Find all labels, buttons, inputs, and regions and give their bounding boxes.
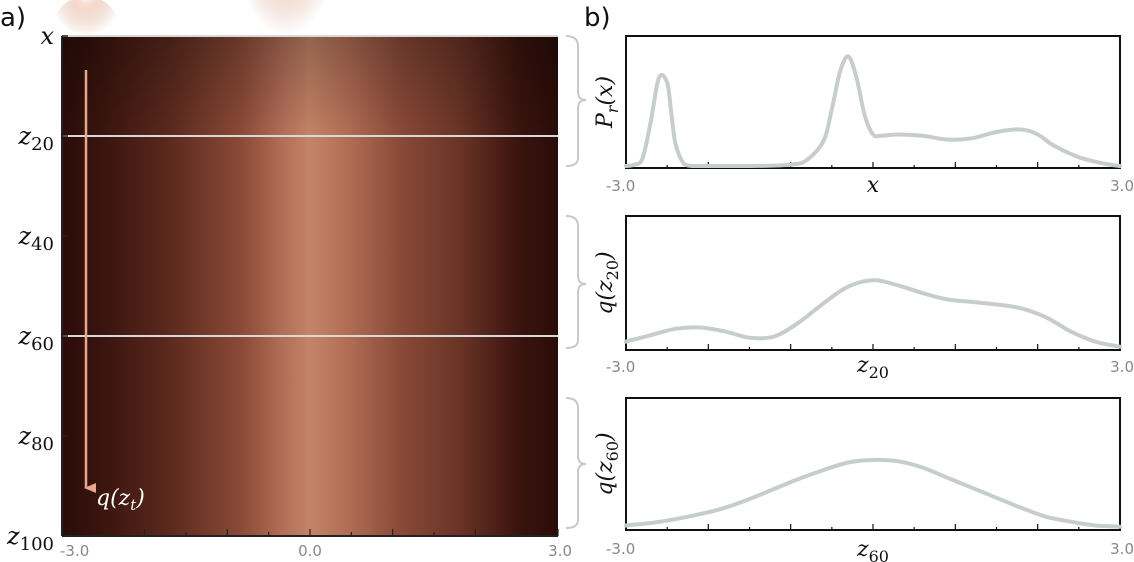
line-panel-1: -3.0 3.0 x Pr(x) bbox=[593, 35, 1134, 198]
line-panel-x-tick-label: 3.0 bbox=[1110, 540, 1134, 558]
line-panel-x-label: x bbox=[867, 173, 880, 198]
heatmap-x-ticks: -3.0 0.0 3.0 bbox=[60, 529, 572, 560]
line-panel-x-tick-label: 3.0 bbox=[1110, 177, 1134, 195]
heatmap-x-tick-label: 3.0 bbox=[548, 542, 572, 560]
bracket-top bbox=[565, 35, 587, 167]
heatmap: q(zt) x z20 z40 z60 z80 z100 -3.0 0.0 3.0 bbox=[6, 0, 572, 560]
brackets bbox=[565, 35, 587, 529]
bracket-bottom bbox=[565, 397, 587, 529]
panel-label-a: a) bbox=[0, 3, 26, 33]
heatmap-row-label: z60 bbox=[17, 322, 54, 355]
heatmap-row-label: z100 bbox=[6, 522, 54, 555]
line-panel-y-label: q(z20) bbox=[593, 251, 622, 314]
heatmap-x-tick-label: -3.0 bbox=[60, 542, 89, 560]
line-panel-frame bbox=[625, 215, 1121, 351]
line-panel-x-tick-label: -3.0 bbox=[606, 177, 635, 195]
heatmap-row-label: z80 bbox=[17, 422, 54, 455]
line-panel-x-label: z60 bbox=[856, 537, 889, 562]
heatmap-peak-glow-center bbox=[236, 0, 336, 126]
heatmap-x-tick-label: 0.0 bbox=[298, 542, 322, 560]
heatmap-peak-glow-left bbox=[50, 0, 122, 76]
line-panel-3: -3.0 3.0 z60 q(z60) bbox=[593, 397, 1134, 562]
heatmap-row-label: z40 bbox=[17, 222, 54, 255]
heatmap-row-label: x bbox=[40, 22, 54, 50]
line-series-1 bbox=[624, 54, 1122, 168]
bracket-middle bbox=[565, 215, 587, 349]
line-panel-frame bbox=[625, 35, 1121, 169]
heatmap-row-labels: x z20 z40 z60 z80 z100 bbox=[6, 22, 68, 555]
line-panel-x-tick-label: -3.0 bbox=[606, 358, 635, 376]
line-panel-x-label: z20 bbox=[856, 353, 889, 382]
panel-label-b: b) bbox=[584, 3, 611, 33]
line-series-3 bbox=[624, 457, 1122, 529]
line-panel-y-label: Pr(x) bbox=[593, 76, 622, 129]
line-series-2 bbox=[624, 278, 1122, 349]
heatmap-row-label: z20 bbox=[17, 122, 54, 155]
line-panel-x-tick-label: -3.0 bbox=[606, 540, 635, 558]
line-panel-x-tick-label: 3.0 bbox=[1110, 358, 1134, 376]
heatmap-arrow-label: q(zt) bbox=[96, 486, 145, 514]
line-panel-frame bbox=[625, 397, 1121, 531]
line-panel-y-label: q(z60) bbox=[593, 432, 622, 495]
line-panel-2: -3.0 3.0 z20 q(z20) bbox=[593, 215, 1134, 382]
line-panels: -3.0 3.0 x Pr(x) -3.0 3.0 z20 q(z20) -3.0 3.0 z60 q… bbox=[593, 35, 1134, 562]
